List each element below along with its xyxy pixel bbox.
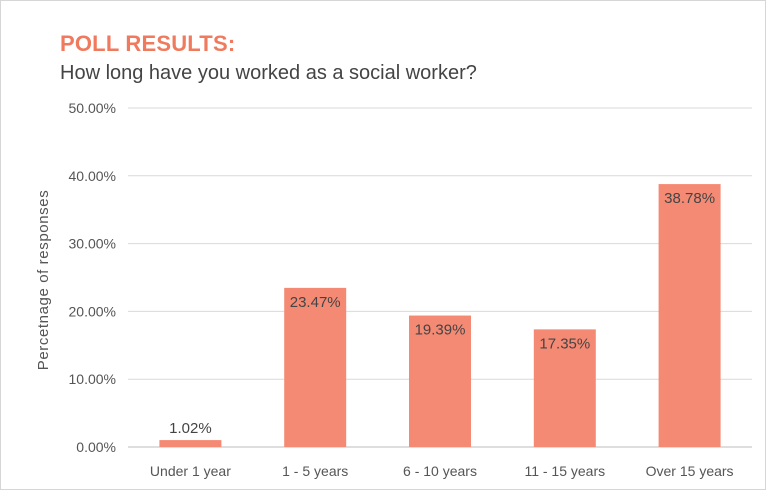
y-axis-label: Percetnage of responses <box>35 190 52 371</box>
y-tick-label: 20.00% <box>69 303 116 319</box>
category-label: Under 1 year <box>150 463 231 479</box>
y-tick-label: 50.00% <box>69 100 116 116</box>
y-tick-label: 0.00% <box>76 439 116 455</box>
bars <box>159 184 721 447</box>
data-labels: 1.02% 23.47% 19.39% 17.35% 38.78% <box>169 190 715 437</box>
data-label: 38.78% <box>664 190 715 207</box>
data-label: 19.39% <box>415 322 466 339</box>
bar <box>533 329 596 447</box>
bar <box>658 184 721 447</box>
bar <box>159 440 222 447</box>
chart-subtitle: How long have you worked as a social wor… <box>60 62 477 84</box>
chart-title: POLL RESULTS: <box>60 31 236 56</box>
data-label: 23.47% <box>290 294 341 311</box>
y-tick-label: 10.00% <box>69 371 116 387</box>
category-labels: Under 1 year 1 - 5 years 6 - 10 years 11 - … <box>150 463 734 479</box>
bar <box>409 315 471 447</box>
category-label: Over 15 years <box>646 463 734 479</box>
y-tick-labels: 0.00% 10.00% 20.00% 30.00% 40.00% 50.00% <box>69 100 116 455</box>
gridlines <box>128 107 752 448</box>
data-label: 17.35% <box>539 335 590 352</box>
category-label: 6 - 10 years <box>403 463 477 479</box>
category-label: 1 - 5 years <box>282 463 348 479</box>
bar <box>284 287 347 447</box>
y-tick-label: 30.00% <box>69 236 116 252</box>
y-tick-label: 40.00% <box>69 168 116 184</box>
category-label: 11 - 15 years <box>524 463 605 479</box>
data-label: 1.02% <box>169 420 212 437</box>
